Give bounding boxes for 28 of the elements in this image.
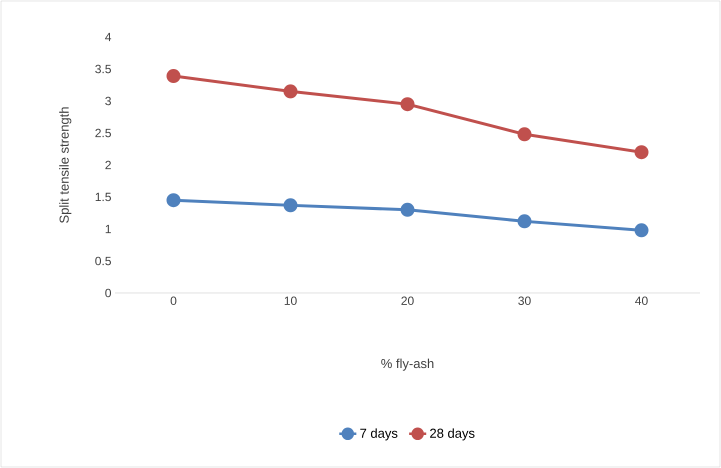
y-tick-label: 2 (105, 160, 111, 170)
point (284, 84, 298, 98)
y-tick-label: 4 (105, 32, 112, 42)
point (166, 69, 181, 84)
point (518, 214, 532, 228)
point (284, 198, 298, 212)
legend-label: 28 days (430, 428, 475, 440)
x-tick-label: 20 (401, 296, 414, 306)
x-tick-label: 0 (170, 296, 176, 306)
x-tick-label: 30 (518, 296, 531, 306)
x-axis-title: % fly-ash (381, 358, 434, 371)
y-tick-label: 2.5 (95, 128, 111, 138)
x-tick-label: 40 (635, 296, 648, 306)
point (518, 127, 532, 142)
legend-label: 7 days (360, 428, 398, 440)
x-tick-label: 10 (284, 296, 297, 306)
y-tick-label: 0.5 (95, 256, 111, 266)
y-tick-label: 1 (106, 224, 111, 234)
y-tick-label: 3 (105, 96, 111, 106)
point (634, 145, 648, 160)
y-tick-label: 3.5 (95, 64, 111, 74)
point (166, 193, 181, 208)
y-axis-title: Split tensile strength (59, 107, 72, 223)
point (634, 223, 648, 238)
point (400, 97, 414, 112)
point (400, 202, 414, 217)
y-tick-label: 1.5 (96, 192, 111, 202)
y-tick-label: 0 (105, 288, 112, 298)
